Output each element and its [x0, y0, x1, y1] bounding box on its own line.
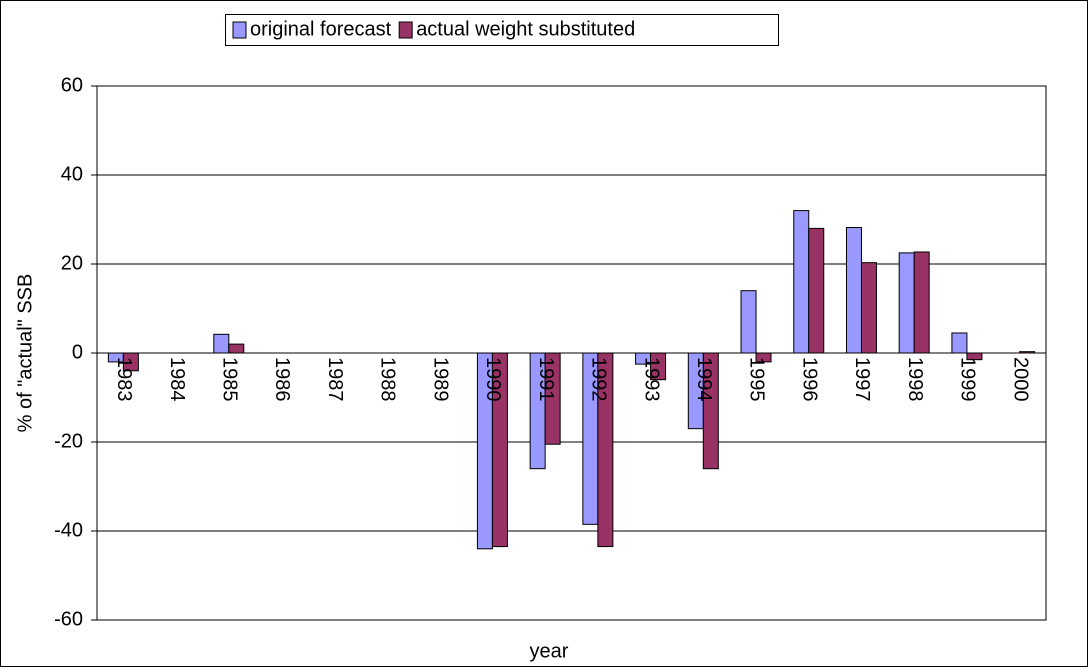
- bar: [740, 290, 757, 354]
- x-tick-label: 1988: [377, 357, 399, 402]
- legend-label: original forecast: [250, 18, 392, 40]
- bar: [845, 227, 862, 354]
- x-tick-label: 1987: [324, 357, 346, 402]
- x-tick-label: 1986: [271, 357, 293, 402]
- y-axis-title: % of "actual" SSB: [14, 274, 36, 433]
- x-tick-label: 1989: [429, 357, 451, 402]
- x-tick-label: 1997: [851, 357, 873, 402]
- y-tick-label: 60: [61, 74, 83, 96]
- bar: [860, 262, 877, 354]
- y-tick-label: 20: [61, 252, 83, 274]
- legend-swatch: [398, 21, 413, 39]
- bar: [228, 343, 245, 354]
- x-tick-label: 1990: [482, 357, 504, 401]
- legend-label: actual weight substituted: [416, 18, 635, 40]
- x-tick-label: 2000: [1009, 357, 1031, 402]
- bar: [213, 333, 230, 354]
- y-tick-label: 40: [61, 163, 83, 185]
- bar: [951, 332, 968, 354]
- bar: [793, 210, 810, 354]
- x-tick-label: 1983: [113, 357, 135, 402]
- x-tick-label: 1994: [693, 357, 715, 402]
- y-tick-label: 0: [72, 341, 83, 363]
- y-tick-label: -40: [54, 519, 83, 541]
- legend-swatch: [232, 21, 247, 39]
- x-tick-label: 1991: [535, 357, 557, 402]
- y-tick-label: -60: [54, 608, 83, 630]
- bar: [913, 251, 930, 354]
- x-tick-label: 1998: [904, 357, 926, 402]
- x-tick-label: 1995: [746, 357, 768, 402]
- x-tick-label: 1996: [798, 357, 820, 402]
- x-axis-title: year: [530, 640, 569, 662]
- legend: [225, 14, 779, 46]
- x-tick-label: 1985: [219, 357, 241, 402]
- x-tick-label: 1999: [957, 357, 979, 402]
- y-tick-label: -20: [54, 430, 83, 452]
- x-tick-label: 1984: [166, 357, 188, 402]
- x-tick-label: 1992: [588, 357, 610, 402]
- bar: [898, 252, 915, 354]
- bar: [808, 227, 825, 354]
- x-tick-label: 1993: [640, 357, 662, 402]
